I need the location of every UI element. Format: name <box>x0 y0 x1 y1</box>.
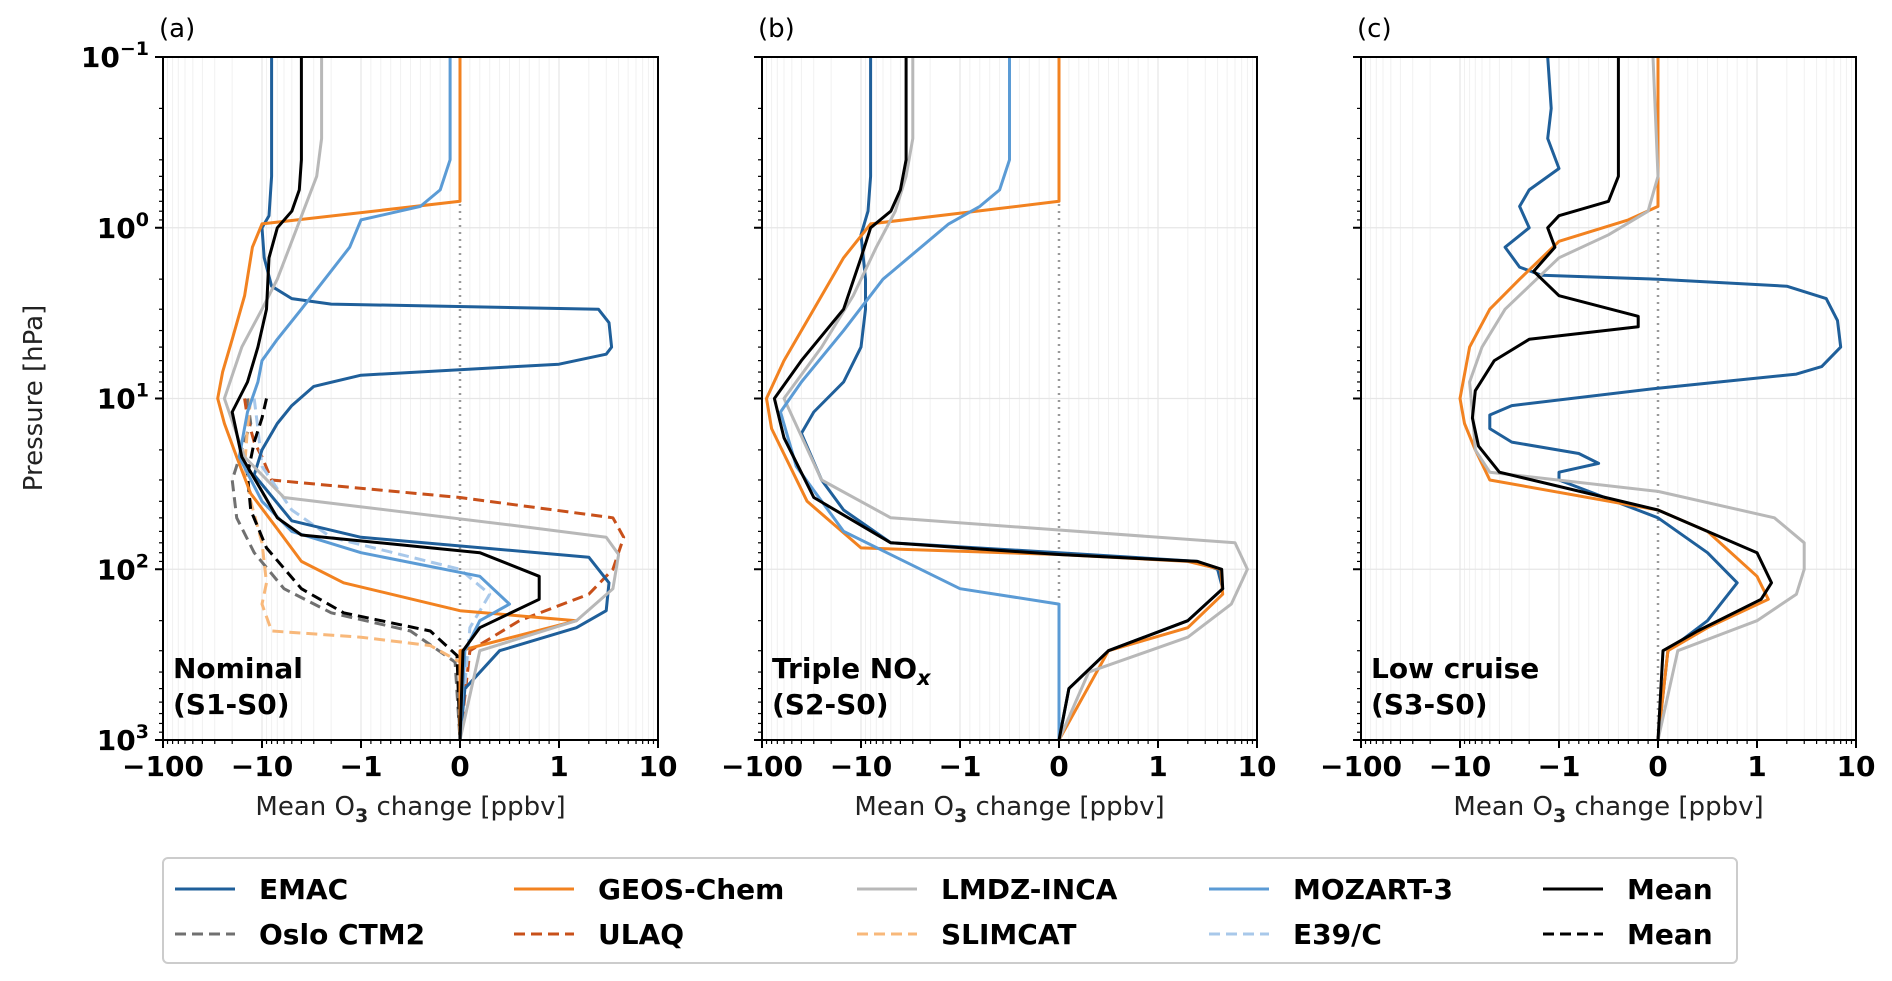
series-line-geos-chem <box>765 57 1225 740</box>
x-axis-title: Mean O3 change [ppbv] <box>1453 792 1763 827</box>
panel-letter: (b) <box>758 14 795 44</box>
scenario-label-line1: Triple NOx <box>772 652 932 690</box>
scenario-label-sub: x <box>916 666 932 690</box>
series-group <box>1458 57 1843 740</box>
x-tick-label: 1 <box>1747 750 1766 783</box>
series-line-lmdz-inca <box>782 57 1249 740</box>
series-line-oslo-ctm2 <box>230 398 462 740</box>
y-tick-exponent: 2 <box>136 550 149 572</box>
x-tick-label: −10 <box>231 750 293 783</box>
y-tick-label: 100 <box>97 209 149 245</box>
x-axis-title-post: change [ppbv] <box>1566 792 1763 822</box>
legend-label: ULAQ <box>598 918 684 951</box>
y-tick-base: 10 <box>97 383 136 416</box>
y-tick-label: 102 <box>97 550 149 586</box>
y-tick-label: 103 <box>97 721 149 757</box>
x-tick-label: −1 <box>340 750 383 783</box>
legend-label: Mean <box>1627 918 1713 951</box>
y-tick-base: 10 <box>97 212 136 245</box>
legend-label: MOZART-3 <box>1293 873 1453 906</box>
scenario-label-line1: Low cruise <box>1371 652 1539 685</box>
y-tick-base: 10 <box>97 724 136 757</box>
x-tick-label: 1 <box>1148 750 1167 783</box>
x-tick-label: 0 <box>1648 750 1667 783</box>
x-tick-label: 10 <box>639 750 678 783</box>
series-line-mozart-3 <box>779 57 1061 740</box>
scenario-label-main: Triple NO <box>772 652 917 685</box>
panel-letter: (c) <box>1357 14 1392 44</box>
series-line-ulaq <box>243 398 626 740</box>
legend: EMAC GEOS-Chem LMDZ-INCA MOZART-3 Mean Oslo C… <box>162 857 1738 964</box>
scenario-label-line1: Nominal <box>173 652 303 685</box>
y-tick-exponent: −1 <box>120 38 149 60</box>
x-tick-label: −100 <box>1320 750 1402 783</box>
series-line-mean <box>772 57 1225 740</box>
x-axis-title-sub: 3 <box>1553 805 1566 827</box>
x-tick-label: −10 <box>1429 750 1491 783</box>
y-tick-base: 10 <box>81 41 120 74</box>
scenario-label-line2: (S1-S0) <box>173 688 290 721</box>
x-axis-title: Mean O3 change [ppbv] <box>854 792 1164 827</box>
x-tick-label: 0 <box>1049 750 1068 783</box>
series-group <box>765 57 1249 740</box>
x-axis-title: Mean O3 change [ppbv] <box>255 792 565 827</box>
series-line-e39-c <box>252 398 492 740</box>
x-axis-title-sub: 3 <box>954 805 967 827</box>
series-line-mean <box>230 57 541 740</box>
x-axis-title-pre: Mean O <box>854 792 954 822</box>
x-tick-label: 1 <box>549 750 568 783</box>
y-tick-exponent: 3 <box>136 721 149 743</box>
x-tick-label: 10 <box>1837 750 1876 783</box>
y-tick-label: 101 <box>97 380 149 416</box>
x-axis-title-pre: Mean O <box>1453 792 1553 822</box>
x-tick-label: −10 <box>830 750 892 783</box>
series-line-mean-dashed- <box>246 398 462 740</box>
series-line-geos-chem <box>1458 57 1770 740</box>
y-tick-base: 10 <box>97 553 136 586</box>
legend-label: Oslo CTM2 <box>259 918 425 951</box>
scenario-label-line2: (S3-S0) <box>1371 688 1488 721</box>
x-axis-title-post: change [ppbv] <box>368 792 565 822</box>
x-axis-title-pre: Mean O <box>255 792 355 822</box>
y-tick-exponent: 0 <box>136 209 149 231</box>
series-line-mean <box>1470 57 1773 740</box>
legend-label: Mean <box>1627 873 1713 906</box>
panel-letter: (a) <box>159 14 195 44</box>
x-axis-title-post: change [ppbv] <box>967 792 1164 822</box>
x-tick-label: 10 <box>1238 750 1277 783</box>
y-axis-title: Pressure [hPa] <box>19 305 49 492</box>
y-tick-label: 10−1 <box>81 38 149 74</box>
scenario-label-line2: (S2-S0) <box>772 688 889 721</box>
legend-label: LMDZ-INCA <box>941 873 1118 906</box>
legend-label: GEOS-Chem <box>598 873 784 906</box>
x-tick-label: −1 <box>1538 750 1581 783</box>
x-tick-label: −100 <box>122 750 204 783</box>
x-tick-label: 0 <box>450 750 469 783</box>
series-line-mozart-3 <box>237 57 511 740</box>
legend-box <box>162 857 1738 964</box>
series-line-emac <box>1488 57 1843 740</box>
series-group <box>216 57 626 740</box>
x-tick-label: −1 <box>939 750 982 783</box>
x-axis-title-sub: 3 <box>355 805 368 827</box>
legend-label: EMAC <box>259 873 348 906</box>
x-tick-label: −100 <box>721 750 803 783</box>
legend-label: SLIMCAT <box>941 918 1076 951</box>
series-line-geos-chem <box>216 57 578 740</box>
y-tick-exponent: 1 <box>136 380 149 402</box>
legend-label: E39/C <box>1293 918 1382 951</box>
